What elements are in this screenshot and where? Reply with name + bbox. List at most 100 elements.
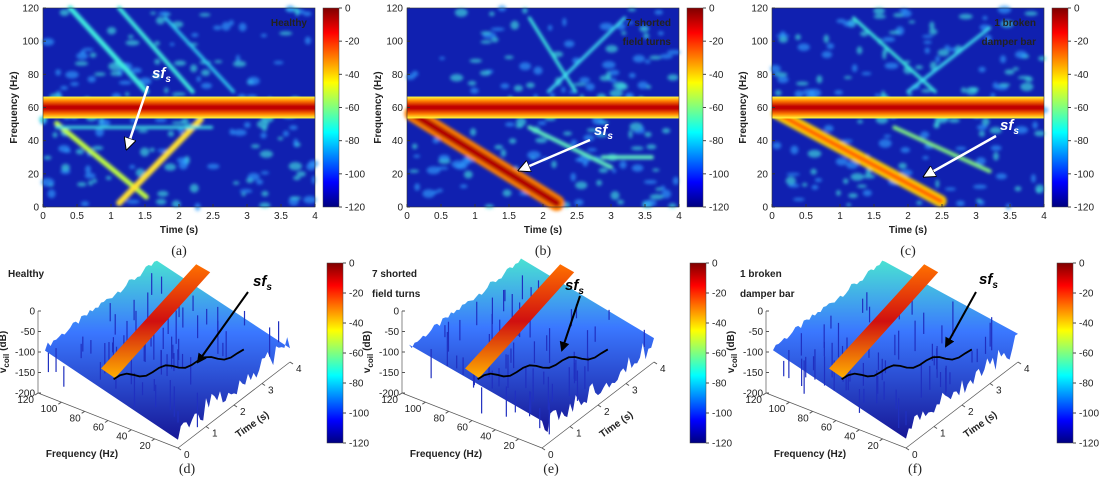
texture-spot — [585, 83, 595, 91]
y-tick-label: 80 — [757, 70, 769, 81]
x-axis-label: Time (s) — [524, 225, 562, 236]
texture-spot — [835, 157, 848, 166]
texture-spot — [776, 34, 790, 38]
y-tick — [856, 429, 860, 433]
texture-spot — [1038, 56, 1047, 61]
texture-spot — [790, 145, 799, 155]
y-tick-label: 80 — [28, 70, 40, 81]
texture-spot — [129, 164, 136, 169]
z-tick-label: -150 — [379, 368, 399, 379]
panel-label: Healthy — [8, 269, 45, 280]
y-tick — [422, 401, 426, 405]
annotation: sfs — [565, 277, 584, 297]
caption: (a) — [171, 244, 187, 259]
x-tick — [653, 361, 658, 365]
panel-label: 1 broken — [994, 18, 1036, 29]
texture-spot — [84, 172, 96, 179]
texture-spot — [975, 198, 982, 203]
x-tick — [541, 447, 546, 451]
texture-spot — [139, 147, 150, 157]
spectrogram-band — [43, 96, 315, 119]
texture-spot — [908, 20, 916, 24]
y-tick-label: 40 — [757, 136, 769, 147]
texture-spot — [164, 163, 176, 171]
y-tick — [879, 438, 883, 442]
texture-spot — [85, 165, 91, 174]
arrow — [925, 134, 997, 176]
arrow — [559, 295, 581, 352]
texture-spot — [795, 81, 809, 86]
texture-spot — [500, 149, 507, 158]
x-tick-label: 0 — [548, 450, 554, 461]
texture-spot — [149, 147, 155, 153]
panel-label: damper bar — [740, 289, 795, 300]
y-tick-label: 80 — [392, 70, 404, 81]
texture-spot — [857, 119, 863, 124]
texture-spot — [174, 60, 187, 66]
texture-spot — [998, 82, 1011, 87]
texture-spot — [955, 146, 967, 151]
texture-spot — [282, 130, 289, 137]
colorbar-tick-label: -120 — [712, 439, 732, 450]
x-tick-label: 2.5 — [206, 211, 220, 222]
texture-spot — [929, 61, 937, 71]
texture-spot — [1024, 11, 1038, 16]
x-tick-label: 2.5 — [935, 211, 949, 222]
z-tick-label: 0 — [393, 307, 399, 318]
texture-spot — [82, 47, 94, 52]
y-axis-label: Frequency (Hz) — [46, 449, 118, 460]
x-tick — [569, 426, 574, 429]
texture-spot — [873, 7, 885, 15]
texture-spot — [1017, 75, 1032, 80]
texture-spot — [795, 34, 801, 41]
colorbar — [1051, 7, 1069, 208]
x-tick — [989, 383, 994, 386]
texture-spot — [989, 126, 1002, 134]
texture-spot — [94, 72, 106, 77]
texture-spot — [823, 125, 834, 132]
texture-spot — [454, 8, 468, 17]
texture-spot — [436, 166, 449, 170]
y-tick-label: 60 — [28, 103, 40, 114]
texture-spot — [201, 69, 211, 76]
spectrogram-feature — [163, 16, 235, 94]
x-tick-label: 0 — [404, 211, 410, 222]
texture-spot — [655, 187, 662, 191]
texture-spot — [480, 40, 492, 44]
texture-spot — [619, 160, 627, 169]
texture-spot — [907, 92, 913, 96]
annotation: sfs — [253, 273, 272, 293]
x-tick-label: 1.5 — [138, 211, 152, 222]
texture-spot — [843, 178, 849, 184]
y-tick-label: 40 — [28, 136, 40, 147]
texture-spot — [661, 189, 672, 199]
texture-spot — [846, 203, 852, 207]
texture-spot — [643, 33, 650, 40]
texture-spot — [846, 161, 859, 169]
texture-spot — [190, 64, 198, 73]
x-tick-label: 0 — [769, 211, 775, 222]
panel-label: damper bar — [982, 37, 1037, 48]
y-tick-label: 40 — [116, 432, 128, 443]
x-tick-label: 1 — [837, 211, 843, 222]
colorbar-tick-label: 0 — [709, 4, 715, 15]
spectrogram-feature — [892, 125, 992, 174]
texture-spot — [667, 74, 679, 81]
colorbar-tick-label: -60 — [709, 103, 724, 114]
texture-spot — [570, 139, 578, 146]
texture-spot — [632, 54, 645, 63]
texture-spot — [76, 52, 89, 60]
texture-spot — [422, 189, 436, 198]
texture-spot — [502, 189, 512, 197]
texture-spot — [621, 31, 627, 36]
colorbar — [686, 7, 704, 208]
colorbar-tick-label: -120 — [709, 203, 729, 214]
colorbar-tick-label: -100 — [709, 169, 729, 180]
texture-spot — [214, 60, 223, 64]
texture-spot — [899, 8, 909, 13]
y-tick-label: 120 — [751, 4, 768, 15]
x-tick-label: 3.5 — [274, 211, 288, 222]
texture-spot — [1004, 69, 1015, 75]
colorbar-tick-label: -120 — [349, 439, 369, 450]
x-tick — [261, 383, 266, 386]
